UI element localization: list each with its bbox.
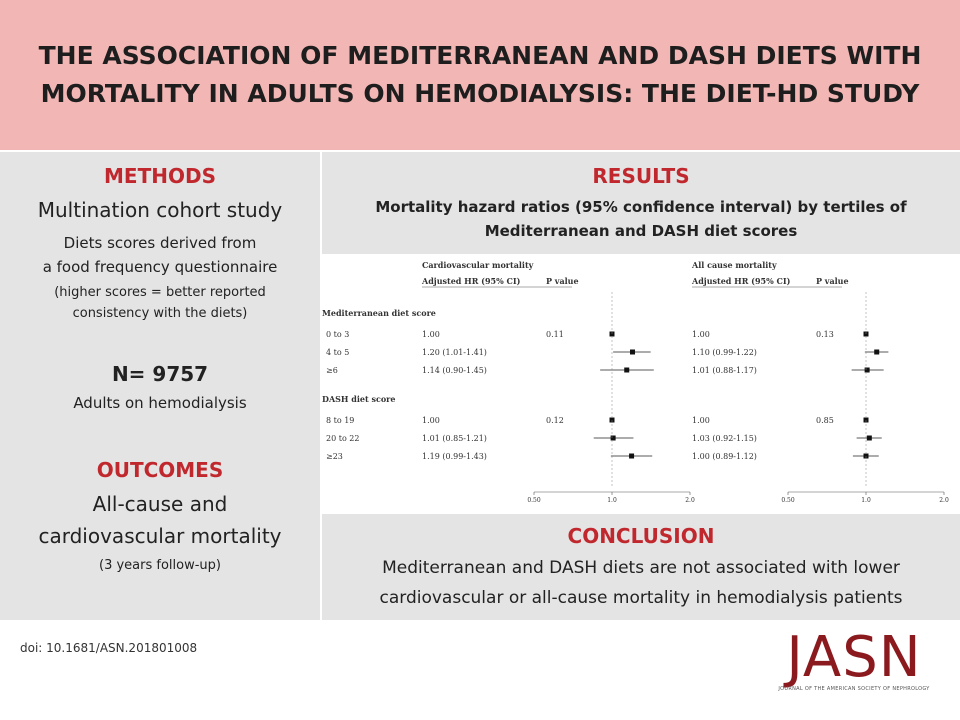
results-header: RESULTS Mortality hazard ratios (95% con… xyxy=(322,152,960,254)
panel-title-0: Cardiovascular mortality xyxy=(422,260,534,270)
x-tick-label: 2.0 xyxy=(939,497,949,504)
row-label: ≥23 xyxy=(326,452,343,461)
all-p-value: 0.13 xyxy=(816,330,834,339)
hr-point xyxy=(629,453,635,459)
all-hr-value: 1.03 (0.92-1.15) xyxy=(692,434,757,443)
cv-hr-value: 1.01 (0.85-1.21) xyxy=(422,434,487,443)
x-tick-label: 0.50 xyxy=(781,497,795,504)
hr-point xyxy=(874,349,880,355)
outcomes-line-2: cardiovascular mortality xyxy=(38,524,282,548)
row-label: 4 to 5 xyxy=(326,348,349,357)
hr-point xyxy=(610,435,616,441)
x-tick-label: 1.0 xyxy=(607,497,617,504)
cv-hr-value: 1.00 xyxy=(422,416,440,425)
title-line-1: THE ASSOCIATION OF MEDITERRANEAN AND DAS… xyxy=(38,41,922,70)
cv-hr-value: 1.20 (1.01-1.41) xyxy=(422,348,487,357)
cv-hr-value: 1.00 xyxy=(422,330,440,339)
cv-hr-value: 1.19 (0.99-1.43) xyxy=(422,452,487,461)
p-header-0: P value xyxy=(546,276,579,286)
outcomes-line-1: All-cause and xyxy=(92,492,228,516)
results-title: RESULTS xyxy=(592,164,690,188)
jasn-logo-subtitle: JOURNAL OF THE AMERICAN SOCIETY OF NEPHR… xyxy=(778,686,930,692)
row-label: 8 to 19 xyxy=(326,416,354,425)
methods-study: Multination cohort study xyxy=(37,198,283,222)
outcomes-title: OUTCOMES xyxy=(96,458,224,482)
hr-point xyxy=(630,349,636,355)
all-hr-value: 1.00 (0.89-1.12) xyxy=(692,452,757,461)
forest-plot: Cardiovascular mortality Adjusted HR (95%… xyxy=(322,260,949,504)
group-label-1: DASH diet score xyxy=(322,394,395,404)
conclusion-line-2: cardiovascular or all-cause mortality in… xyxy=(379,588,903,608)
hr-header-1: Adjusted HR (95% CI) xyxy=(691,276,791,286)
methods-desc-2: a food frequency questionnaire xyxy=(42,258,278,276)
all-hr-value: 1.10 (0.99-1.22) xyxy=(692,348,757,357)
row-label: ≥6 xyxy=(326,366,338,375)
sample-size: N= 9757 xyxy=(111,362,209,386)
row-label: 20 to 22 xyxy=(326,434,359,443)
hr-point xyxy=(864,367,870,373)
row-label: 0 to 3 xyxy=(326,330,349,339)
methods-note-2: consistency with the diets) xyxy=(72,306,248,321)
results-subtitle-1: Mortality hazard ratios (95% confidence … xyxy=(375,198,907,216)
conclusion-title: CONCLUSION xyxy=(567,524,715,548)
panel-title-1: All cause mortality xyxy=(691,260,777,270)
all-hr-value: 1.00 xyxy=(692,416,710,425)
p-header-1: P value xyxy=(816,276,849,286)
sample-label: Adults on hemodialysis xyxy=(73,394,247,412)
x-tick-label: 0.50 xyxy=(527,497,541,504)
results-subtitle-2: Mediterranean and DASH diet scores xyxy=(484,222,798,240)
hr-point xyxy=(866,435,872,441)
hr-header-0: Adjusted HR (95% CI) xyxy=(421,276,521,286)
doi-text: doi: 10.1681/ASN.201801008 xyxy=(20,641,198,655)
all-p-value: 0.85 xyxy=(816,416,834,425)
conclusion-panel: CONCLUSION Mediterranean and DASH diets … xyxy=(322,514,960,620)
x-tick-label: 1.0 xyxy=(861,497,871,504)
methods-desc-1: Diets scores derived from xyxy=(63,234,257,252)
x-tick-label: 2.0 xyxy=(685,497,695,504)
all-hr-value: 1.00 xyxy=(692,330,710,339)
hr-point xyxy=(624,367,630,373)
methods-note-1: (higher scores = better reported xyxy=(54,285,266,300)
title-line-2: MORTALITY IN ADULTS ON HEMODIALYSIS: THE… xyxy=(40,79,920,108)
cv-hr-value: 1.14 (0.90-1.45) xyxy=(422,366,487,375)
conclusion-line-1: Mediterranean and DASH diets are not ass… xyxy=(382,558,900,578)
outcomes-line-3: (3 years follow-up) xyxy=(99,558,221,573)
cv-p-value: 0.11 xyxy=(546,330,564,339)
group-label-0: Mediterranean diet score xyxy=(322,308,436,318)
cv-p-value: 0.12 xyxy=(546,416,564,425)
methods-outcomes-panel: METHODS Multination cohort study Diets s… xyxy=(0,152,320,620)
methods-title: METHODS xyxy=(104,164,216,188)
jasn-logo: JASN JOURNAL OF THE AMERICAN SOCIETY OF … xyxy=(768,625,940,693)
all-hr-value: 1.01 (0.88-1.17) xyxy=(692,366,757,375)
header-banner: THE ASSOCIATION OF MEDITERRANEAN AND DAS… xyxy=(0,0,960,150)
jasn-logo-text: JASN xyxy=(786,625,922,690)
